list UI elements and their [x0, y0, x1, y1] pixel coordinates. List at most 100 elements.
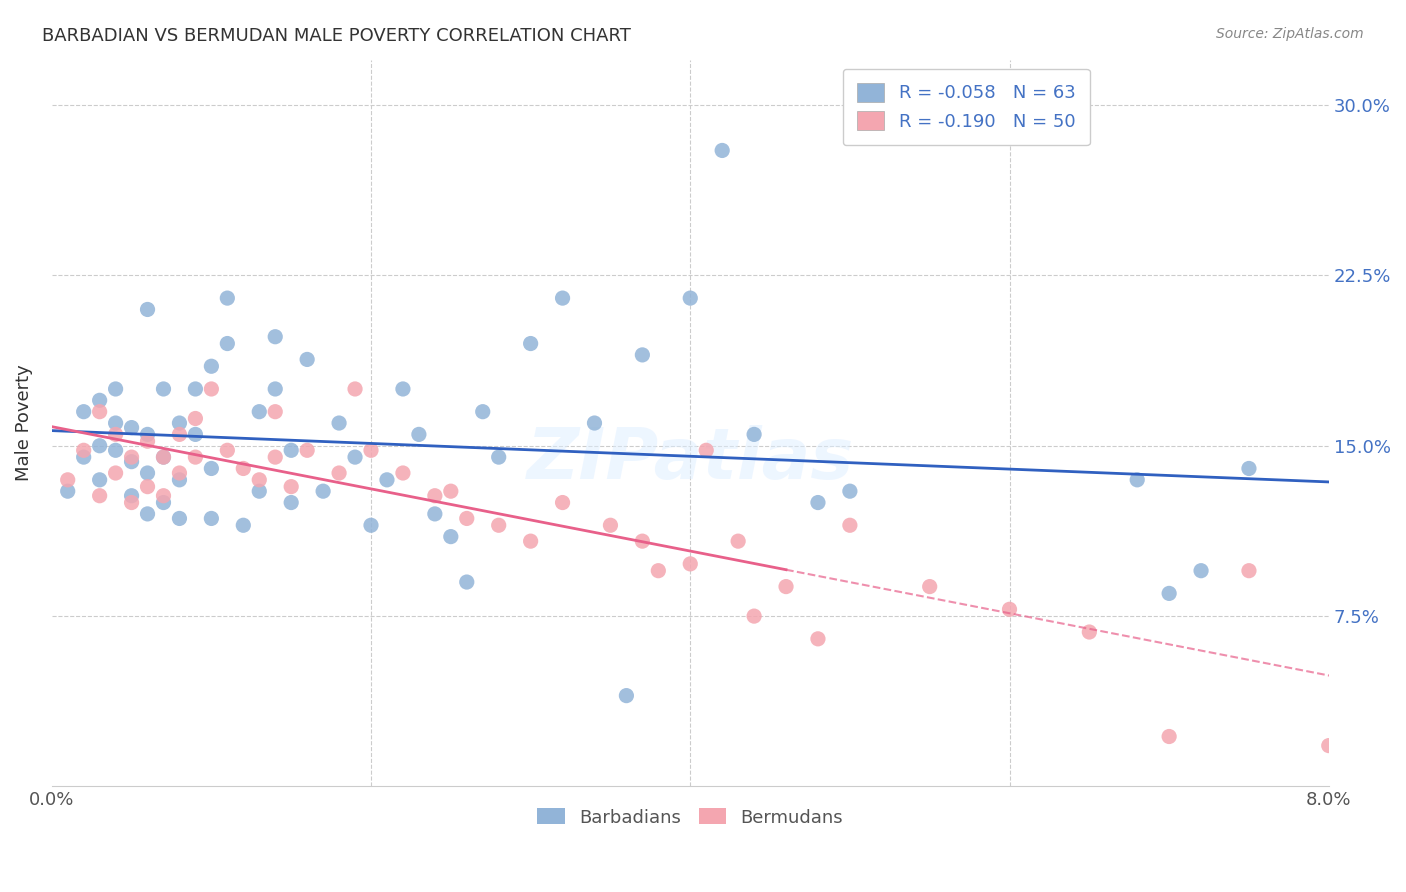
Point: [264, 382, 287, 396]
Point: [423, 507, 446, 521]
Point: [184, 450, 207, 464]
Point: [104, 466, 127, 480]
Point: [328, 416, 350, 430]
Point: [392, 466, 415, 480]
Point: [280, 495, 302, 509]
Point: [89, 393, 111, 408]
Point: [217, 443, 239, 458]
Point: [838, 484, 860, 499]
Text: Source: ZipAtlas.com: Source: ZipAtlas.com: [1216, 27, 1364, 41]
Point: [264, 329, 287, 343]
Point: [360, 518, 382, 533]
Point: [232, 461, 254, 475]
Text: ZIPatlas: ZIPatlas: [527, 425, 853, 494]
Point: [440, 484, 463, 499]
Point: [184, 427, 207, 442]
Point: [104, 382, 127, 396]
Point: [519, 534, 541, 549]
Point: [742, 609, 765, 624]
Point: [1159, 586, 1181, 600]
Point: [169, 416, 191, 430]
Point: [121, 455, 143, 469]
Point: [695, 443, 717, 458]
Point: [583, 416, 606, 430]
Point: [679, 557, 702, 571]
Point: [423, 489, 446, 503]
Point: [121, 450, 143, 464]
Point: [200, 359, 222, 374]
Point: [247, 484, 270, 499]
Point: [121, 420, 143, 434]
Point: [488, 450, 510, 464]
Point: [217, 291, 239, 305]
Point: [631, 348, 654, 362]
Point: [152, 450, 174, 464]
Point: [169, 473, 191, 487]
Point: [247, 405, 270, 419]
Point: [264, 450, 287, 464]
Point: [456, 511, 478, 525]
Point: [838, 518, 860, 533]
Point: [184, 411, 207, 425]
Point: [471, 405, 494, 419]
Point: [89, 405, 111, 419]
Point: [121, 495, 143, 509]
Point: [328, 466, 350, 480]
Point: [807, 495, 830, 509]
Point: [392, 382, 415, 396]
Point: [280, 480, 302, 494]
Point: [104, 427, 127, 442]
Point: [344, 450, 367, 464]
Point: [136, 480, 159, 494]
Point: [152, 489, 174, 503]
Point: [998, 602, 1021, 616]
Point: [56, 473, 79, 487]
Point: [807, 632, 830, 646]
Point: [152, 382, 174, 396]
Point: [280, 443, 302, 458]
Point: [551, 291, 574, 305]
Point: [152, 450, 174, 464]
Point: [169, 511, 191, 525]
Point: [775, 580, 797, 594]
Point: [73, 405, 96, 419]
Point: [200, 511, 222, 525]
Point: [519, 336, 541, 351]
Point: [918, 580, 941, 594]
Point: [1159, 730, 1181, 744]
Point: [679, 291, 702, 305]
Point: [360, 443, 382, 458]
Point: [56, 484, 79, 499]
Point: [232, 518, 254, 533]
Point: [616, 689, 638, 703]
Point: [295, 443, 318, 458]
Point: [1078, 625, 1101, 640]
Point: [1237, 564, 1260, 578]
Point: [631, 534, 654, 549]
Point: [375, 473, 398, 487]
Point: [1237, 461, 1260, 475]
Point: [169, 466, 191, 480]
Point: [104, 416, 127, 430]
Point: [136, 466, 159, 480]
Point: [200, 461, 222, 475]
Point: [727, 534, 749, 549]
Legend: Barbadians, Bermudans: Barbadians, Bermudans: [529, 799, 852, 836]
Point: [169, 427, 191, 442]
Point: [136, 302, 159, 317]
Point: [440, 530, 463, 544]
Point: [408, 427, 430, 442]
Point: [742, 427, 765, 442]
Y-axis label: Male Poverty: Male Poverty: [15, 365, 32, 482]
Point: [200, 382, 222, 396]
Point: [217, 336, 239, 351]
Point: [264, 405, 287, 419]
Point: [711, 144, 734, 158]
Point: [647, 564, 669, 578]
Point: [456, 575, 478, 590]
Point: [551, 495, 574, 509]
Point: [89, 489, 111, 503]
Point: [344, 382, 367, 396]
Point: [136, 427, 159, 442]
Point: [1317, 739, 1340, 753]
